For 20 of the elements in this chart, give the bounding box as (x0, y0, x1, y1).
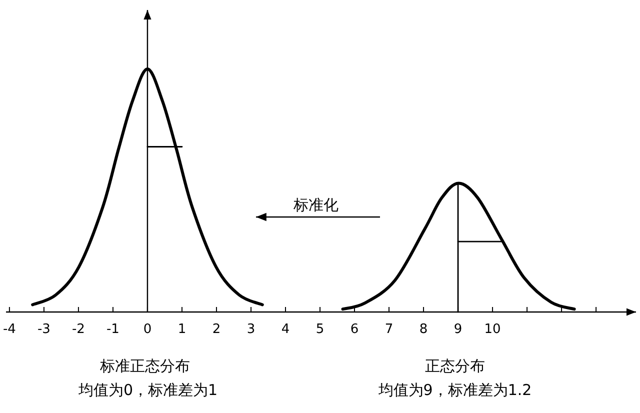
x-tick-label: 8 (419, 322, 428, 337)
x-tick-label: 10 (484, 322, 501, 337)
text: 均值为9，标准差为1.2 (377, 381, 532, 399)
annotation: 标准化 (292, 196, 338, 214)
x-tick-label: 5 (316, 322, 324, 337)
x-tick-label: 6 (350, 322, 359, 337)
x-tick-label: 0 (143, 322, 152, 337)
x-tick-label: 9 (454, 322, 462, 337)
x-tick-label: 7 (384, 322, 394, 337)
text: 标准正态分布 (99, 357, 190, 375)
x-tick-label: -4 (2, 322, 16, 337)
text: 正态分布 (425, 357, 485, 375)
x-tick-label: -2 (72, 322, 85, 337)
x-tick-label: -1 (106, 322, 120, 337)
x-tick-label: 1 (178, 322, 186, 337)
text: 均值为0，标准差为1 (77, 381, 218, 399)
x-tick-label: 3 (246, 322, 256, 337)
x-tick-label: 4 (281, 322, 290, 337)
x-tick-label: 2 (212, 322, 221, 337)
x-tick-label: -3 (37, 322, 50, 337)
